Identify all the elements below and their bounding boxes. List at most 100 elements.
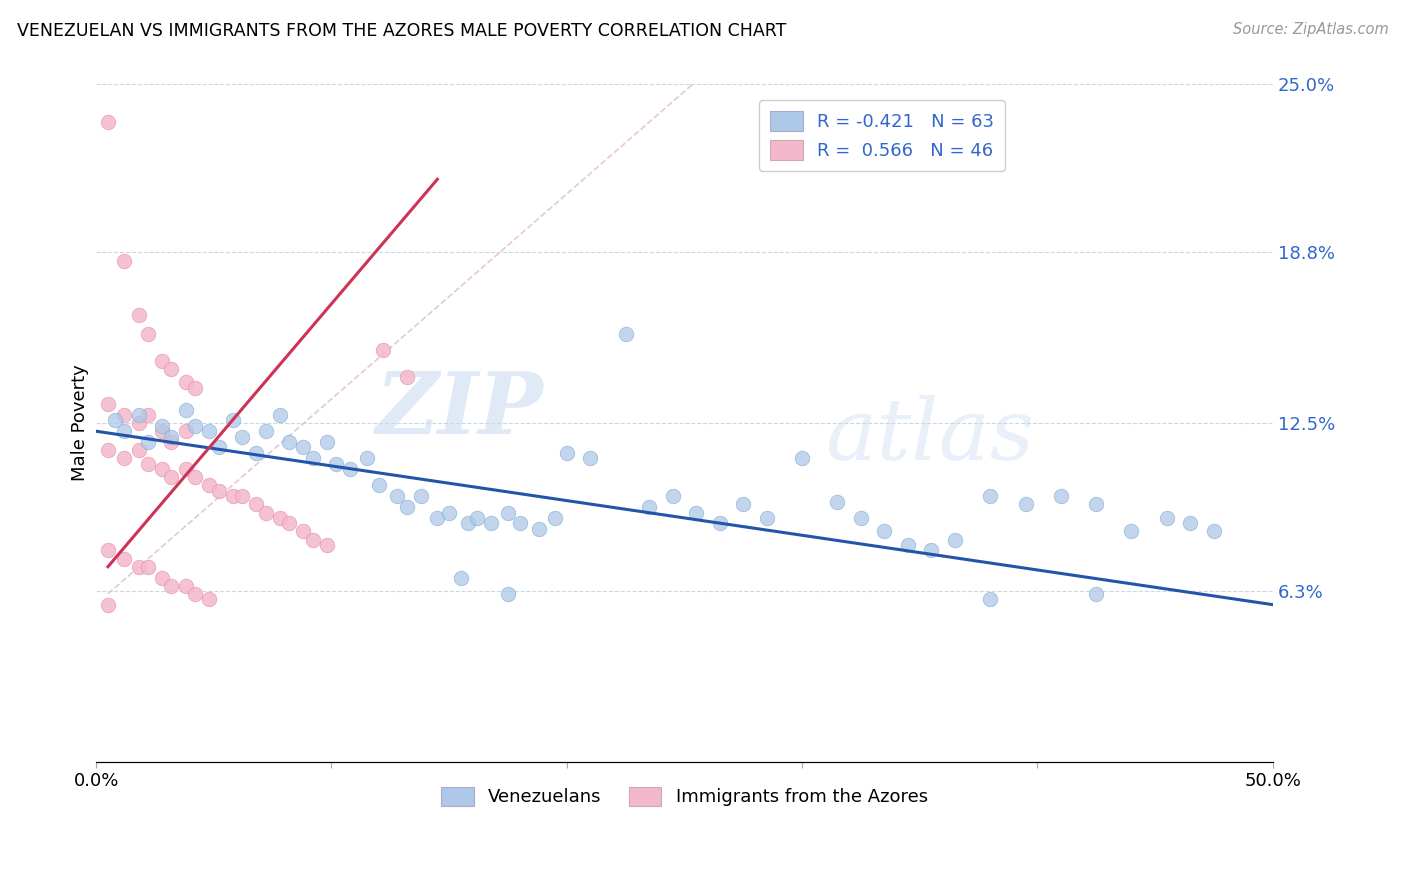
Point: [614, 326, 637, 341]
Point: [136, 559, 159, 574]
Point: [136, 326, 159, 341]
Point: [457, 516, 479, 531]
Point: [1050, 489, 1073, 503]
Point: [174, 424, 197, 438]
Point: [1180, 516, 1202, 531]
Point: [174, 376, 197, 390]
Point: [437, 506, 460, 520]
Point: [184, 587, 207, 601]
Point: [315, 538, 337, 552]
Point: [254, 506, 277, 520]
Point: [638, 500, 661, 514]
Point: [160, 470, 183, 484]
Point: [555, 446, 578, 460]
Point: [685, 506, 707, 520]
Point: [207, 441, 229, 455]
Text: atlas: atlas: [825, 395, 1035, 478]
Point: [1085, 497, 1108, 511]
Text: ZIP: ZIP: [375, 368, 543, 451]
Point: [221, 413, 243, 427]
Point: [387, 489, 409, 503]
Point: [450, 570, 472, 584]
Point: [128, 408, 150, 422]
Y-axis label: Male Poverty: Male Poverty: [72, 365, 89, 482]
Point: [207, 483, 229, 498]
Point: [136, 435, 159, 450]
Point: [943, 533, 966, 547]
Legend: Venezuelans, Immigrants from the Azores: Venezuelans, Immigrants from the Azores: [434, 780, 935, 814]
Point: [292, 524, 315, 539]
Point: [160, 430, 183, 444]
Point: [301, 451, 323, 466]
Point: [1156, 511, 1178, 525]
Point: [527, 522, 550, 536]
Point: [231, 430, 253, 444]
Point: [897, 538, 920, 552]
Point: [339, 462, 361, 476]
Text: VENEZUELAN VS IMMIGRANTS FROM THE AZORES MALE POVERTY CORRELATION CHART: VENEZUELAN VS IMMIGRANTS FROM THE AZORES…: [17, 22, 786, 40]
Point: [1014, 497, 1036, 511]
Point: [356, 451, 378, 466]
Text: Source: ZipAtlas.com: Source: ZipAtlas.com: [1233, 22, 1389, 37]
Point: [1202, 524, 1225, 539]
Point: [409, 489, 432, 503]
Point: [221, 489, 243, 503]
Point: [245, 497, 267, 511]
Point: [97, 543, 120, 558]
Point: [373, 343, 395, 357]
Point: [467, 511, 489, 525]
Point: [97, 115, 120, 129]
Point: [367, 478, 389, 492]
Point: [790, 451, 813, 466]
Point: [661, 489, 683, 503]
Point: [128, 416, 150, 430]
Point: [278, 516, 301, 531]
Point: [496, 506, 519, 520]
Point: [160, 362, 183, 376]
Point: [150, 353, 173, 368]
Point: [278, 435, 301, 450]
Point: [1121, 524, 1143, 539]
Point: [920, 543, 942, 558]
Point: [112, 551, 135, 566]
Point: [1085, 587, 1108, 601]
Point: [184, 418, 207, 433]
Point: [150, 462, 173, 476]
Point: [849, 511, 872, 525]
Point: [136, 408, 159, 422]
Point: [160, 579, 183, 593]
Point: [174, 579, 197, 593]
Point: [112, 451, 135, 466]
Point: [301, 533, 323, 547]
Point: [184, 381, 207, 395]
Point: [395, 370, 418, 384]
Point: [873, 524, 896, 539]
Point: [150, 570, 173, 584]
Point: [174, 462, 197, 476]
Point: [198, 424, 221, 438]
Point: [184, 470, 207, 484]
Point: [97, 598, 120, 612]
Point: [426, 511, 449, 525]
Point: [97, 443, 120, 458]
Point: [979, 592, 1001, 607]
Point: [198, 592, 221, 607]
Point: [269, 408, 291, 422]
Point: [128, 559, 150, 574]
Point: [104, 413, 127, 427]
Point: [755, 511, 778, 525]
Point: [231, 489, 253, 503]
Point: [160, 435, 183, 450]
Point: [709, 516, 731, 531]
Point: [544, 511, 567, 525]
Point: [292, 441, 315, 455]
Point: [150, 424, 173, 438]
Point: [245, 446, 267, 460]
Point: [112, 408, 135, 422]
Point: [827, 494, 849, 508]
Point: [174, 402, 197, 417]
Point: [150, 418, 173, 433]
Point: [97, 397, 120, 411]
Point: [112, 424, 135, 438]
Point: [325, 457, 347, 471]
